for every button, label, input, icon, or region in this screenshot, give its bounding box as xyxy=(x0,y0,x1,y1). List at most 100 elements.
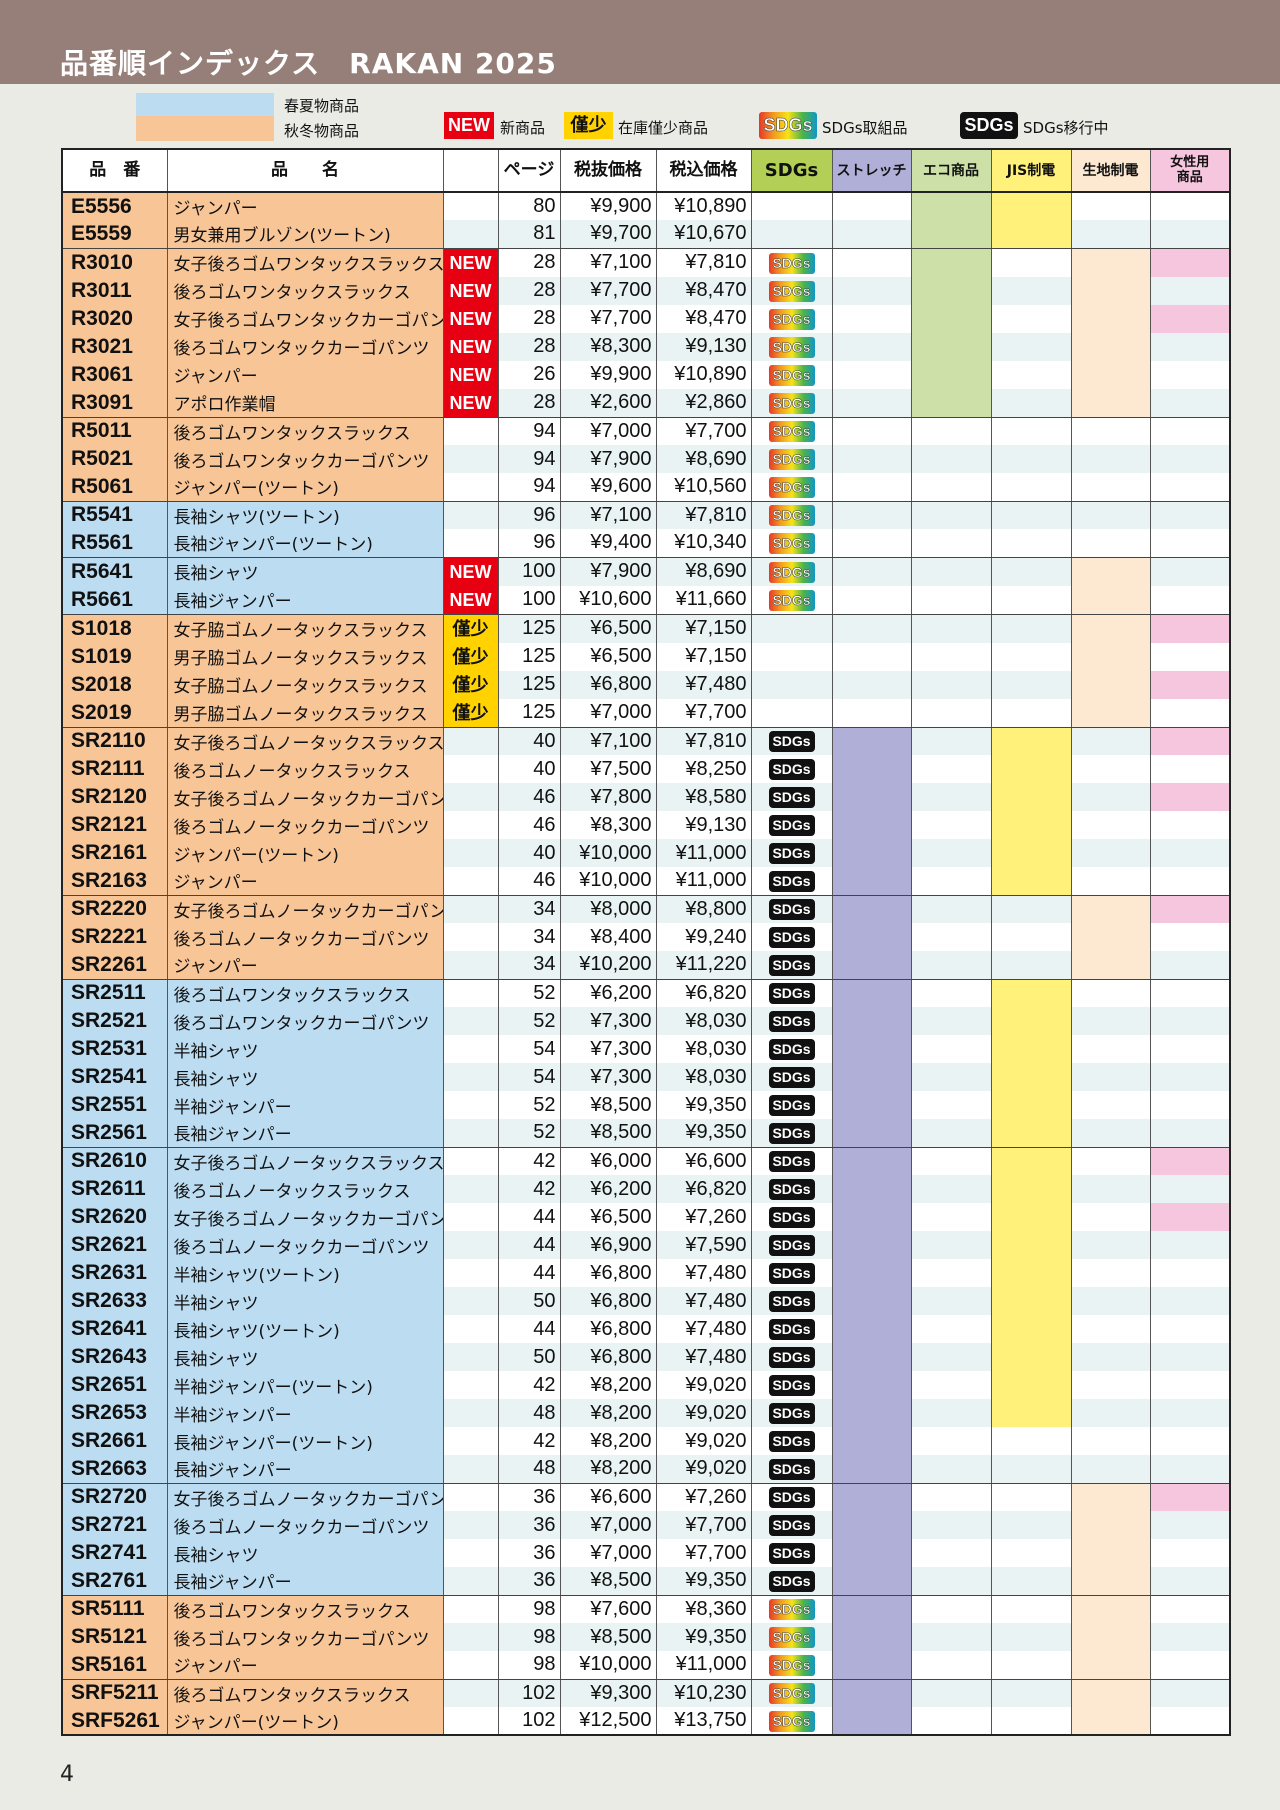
product-code: SR2541 xyxy=(61,1063,168,1091)
price-excl-tax: ¥6,200 xyxy=(559,1175,657,1203)
product-name: 長袖ジャンパー xyxy=(166,1455,444,1484)
price-excl-tax: ¥9,900 xyxy=(559,360,657,389)
table-row: SR2653 半袖ジャンパー 48 ¥8,200 ¥9,020 SDGs xyxy=(61,1399,1231,1427)
status-badge-cell xyxy=(442,220,499,249)
flag-static xyxy=(1070,642,1151,671)
product-name: ジャンパー xyxy=(166,951,444,980)
product-code: SR2741 xyxy=(61,1539,168,1567)
col-fabric-static: 生地制電 xyxy=(1070,148,1151,193)
flag-jis xyxy=(990,445,1072,473)
table-row: R3020 女子後ろゴムワンタックカーゴパンツ NEW 28 ¥7,700 ¥8,470 S… xyxy=(61,304,1231,333)
catalog-page: 81 xyxy=(497,220,561,249)
table-row: SR2511 後ろゴムワンタックスラックス 52 ¥6,200 ¥6,820 SDGs xyxy=(61,979,1231,1007)
sdgs-transition-label: SDGs移行中 xyxy=(1023,119,1109,137)
product-code: R3021 xyxy=(61,332,168,361)
sdgs-black-badge-legend: SDGs xyxy=(960,112,1018,139)
flag-jis xyxy=(990,1511,1072,1539)
flag-stretch xyxy=(831,1483,912,1511)
col-price-inc: 税込価格 xyxy=(655,148,752,193)
product-code: SR2111 xyxy=(61,755,168,783)
col-page: ページ xyxy=(497,148,561,193)
flag-eco xyxy=(910,1231,992,1259)
status-badge-cell xyxy=(442,1483,499,1511)
sdgs-transition-badge: SDGs xyxy=(768,1235,815,1256)
catalog-page: 102 xyxy=(497,1679,561,1707)
price-excl-tax: ¥7,900 xyxy=(559,445,657,473)
flag-eco xyxy=(910,1595,992,1623)
price-incl-tax: ¥11,220 xyxy=(655,951,752,980)
price-incl-tax: ¥8,030 xyxy=(655,1035,752,1063)
price-excl-tax: ¥8,300 xyxy=(559,332,657,361)
table-row: SR2261 ジャンパー 34 ¥10,200 ¥11,220 SDGs xyxy=(61,951,1231,980)
table-row: SR2741 長袖シャツ 36 ¥7,000 ¥7,700 SDGs xyxy=(61,1539,1231,1567)
status-badge-cell xyxy=(442,473,499,502)
product-code: S2019 xyxy=(61,698,168,728)
flag-eco xyxy=(910,557,992,586)
price-excl-tax: ¥7,000 xyxy=(559,1539,657,1567)
price-excl-tax: ¥9,900 xyxy=(559,192,657,220)
flag-stretch xyxy=(831,1427,912,1455)
flag-jis xyxy=(990,1119,1072,1148)
flag-women xyxy=(1149,501,1231,529)
flag-stretch xyxy=(831,839,912,867)
price-incl-tax: ¥8,470 xyxy=(655,276,752,305)
price-incl-tax: ¥9,350 xyxy=(655,1567,752,1596)
sdgs-cell: SDGs xyxy=(750,1035,833,1063)
flag-jis xyxy=(990,1651,1072,1680)
flag-stretch xyxy=(831,727,912,755)
product-code: R5011 xyxy=(61,417,168,445)
catalog-page: 28 xyxy=(497,332,561,361)
flag-jis xyxy=(990,1343,1072,1371)
product-name: 長袖シャツ(ツートン) xyxy=(166,1315,444,1343)
sdgs-transition-badge: SDGs xyxy=(768,1515,815,1536)
flag-eco xyxy=(910,1707,992,1735)
sdgs-cell: SDGs xyxy=(750,1259,833,1287)
flag-stretch xyxy=(831,1679,912,1707)
sdgs-cell: SDGs xyxy=(750,1175,833,1203)
flag-women xyxy=(1149,1371,1231,1399)
price-excl-tax: ¥6,800 xyxy=(559,1315,657,1343)
flag-static xyxy=(1070,783,1151,811)
table-row: SR2163 ジャンパー 46 ¥10,000 ¥11,000 SDGs xyxy=(61,867,1231,896)
flag-static xyxy=(1070,923,1151,951)
table-row: SR5111 後ろゴムワンタックスラックス 98 ¥7,600 ¥8,360 SDGs xyxy=(61,1595,1231,1623)
product-name: 女子後ろゴムノータックカーゴパンツ xyxy=(166,783,444,811)
price-incl-tax: ¥10,560 xyxy=(655,473,752,502)
flag-jis xyxy=(990,332,1072,361)
product-name: 男女兼用ブルゾン(ツートン) xyxy=(166,220,444,249)
price-incl-tax: ¥8,690 xyxy=(655,557,752,586)
flag-jis xyxy=(990,557,1072,586)
flag-jis xyxy=(990,1035,1072,1063)
sdgs-transition-badge: SDGs xyxy=(768,1011,815,1032)
price-incl-tax: ¥2,860 xyxy=(655,388,752,418)
flag-stretch xyxy=(831,1063,912,1091)
flag-jis xyxy=(990,1063,1072,1091)
flag-women xyxy=(1149,1063,1231,1091)
status-badge-cell: 僅少 xyxy=(442,698,499,728)
catalog-page: 50 xyxy=(497,1287,561,1315)
flag-jis xyxy=(990,1007,1072,1035)
product-code: R3010 xyxy=(61,248,168,277)
flag-women xyxy=(1149,192,1231,220)
status-badge-cell xyxy=(442,1539,499,1567)
sdgs-cell xyxy=(750,192,833,220)
price-excl-tax: ¥7,100 xyxy=(559,248,657,277)
catalog-page: 48 xyxy=(497,1455,561,1484)
sdgs-cell: SDGs xyxy=(750,388,833,418)
price-excl-tax: ¥7,100 xyxy=(559,727,657,755)
title-bar: 品番順インデックス RAKAN 2025 xyxy=(0,0,1280,84)
price-excl-tax: ¥10,000 xyxy=(559,1651,657,1680)
flag-women xyxy=(1149,220,1231,249)
status-badge-cell xyxy=(442,1007,499,1035)
product-name: 長袖シャツ xyxy=(166,1343,444,1371)
new-badge: NEW xyxy=(444,248,497,277)
sdgs-transition-badge: SDGs xyxy=(768,1458,815,1480)
product-code: R5561 xyxy=(61,529,168,558)
price-excl-tax: ¥6,800 xyxy=(559,1343,657,1371)
flag-eco xyxy=(910,1455,992,1484)
price-excl-tax: ¥10,000 xyxy=(559,867,657,896)
sdgs-cell: SDGs xyxy=(750,417,833,445)
flag-eco xyxy=(910,304,992,333)
sdgs-transition-badge: SDGs xyxy=(768,759,815,780)
table-row: SR2610 女子後ろゴムノータックスラックス 42 ¥6,000 ¥6,600 SDGs xyxy=(61,1147,1231,1175)
